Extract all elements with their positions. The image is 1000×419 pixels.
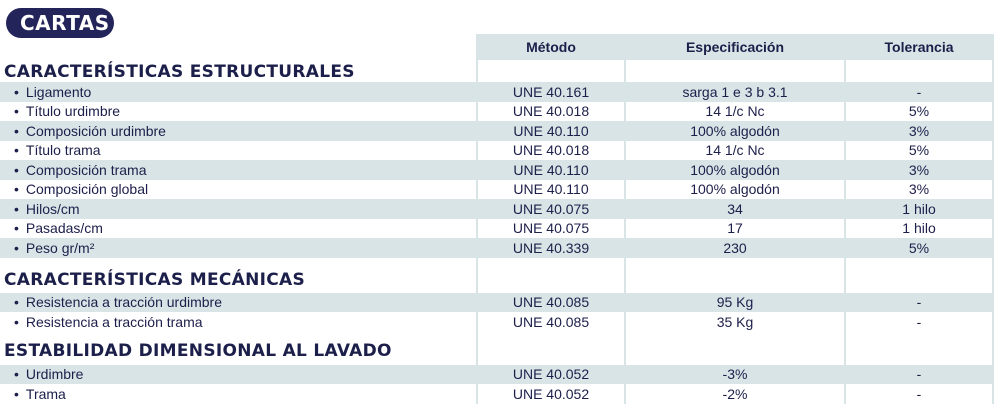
bullet: • xyxy=(14,161,19,178)
row-label: Peso gr/m² xyxy=(25,239,95,256)
section-title: CARACTERÍSTICAS ESTRUCTURALES xyxy=(4,62,355,82)
table-row: • Resistencia a tracción urdimbre UNE 40.… xyxy=(0,292,1000,312)
table-row: • Composición trama UNE 40.110 100% algod… xyxy=(0,160,1000,180)
cell-especificacion: 100% algodón xyxy=(626,160,844,180)
bullet: • xyxy=(14,239,19,256)
section-estabilidad: ESTABILIDAD DIMENSIONAL AL LAVADO xyxy=(0,331,1000,365)
table-row: • Hilos/cm UNE 40.075 34 1 hilo xyxy=(0,199,1000,219)
table-row: • Urdimbre UNE 40.052 -3% - xyxy=(0,364,1000,384)
cell-especificacion: 34 xyxy=(626,199,844,219)
row-label: Urdimbre xyxy=(25,366,84,383)
row-label: Título trama xyxy=(25,142,101,159)
cell-especificacion: 14 1/c Nc xyxy=(626,140,844,160)
cell-metodo: UNE 40.085 xyxy=(478,312,624,332)
specs-table: Método Especificación Tolerancia CARACTE… xyxy=(0,34,1000,404)
cell-metodo: UNE 40.075 xyxy=(478,218,624,238)
section-title: CARACTERÍSTICAS MECÁNICAS xyxy=(4,269,306,290)
cell-metodo: UNE 40.052 xyxy=(478,364,624,384)
cell-tolerancia: - xyxy=(846,82,992,102)
header-tolerancia: Tolerancia xyxy=(846,34,992,60)
cell-tolerancia: 3% xyxy=(846,179,992,199)
cell-especificacion: -2% xyxy=(626,384,844,404)
column-divider xyxy=(844,34,846,404)
cell-tolerancia: - xyxy=(846,312,992,332)
cell-metodo: UNE 40.075 xyxy=(478,199,624,219)
column-divider xyxy=(624,34,626,404)
cell-metodo: UNE 40.018 xyxy=(478,101,624,121)
bullet: • xyxy=(14,122,19,139)
table-row: • Pasadas/cm UNE 40.075 17 1 hilo xyxy=(0,218,1000,238)
row-label: Resistencia a tracción urdimbre xyxy=(25,294,222,311)
table-header: Método Especificación Tolerancia xyxy=(0,34,1000,60)
table-row: • Ligamento UNE 40.161 sarga 1 e 3 b 3.1 … xyxy=(0,82,1000,102)
bullet: • xyxy=(14,294,19,311)
cell-tolerancia: 3% xyxy=(846,160,992,180)
section-title: ESTABILIDAD DIMENSIONAL AL LAVADO xyxy=(4,340,392,361)
table-row: • Trama UNE 40.052 -2% - xyxy=(0,384,1000,404)
table-row: • Peso gr/m² UNE 40.339 230 5% xyxy=(0,238,1000,258)
cell-metodo: UNE 40.161 xyxy=(478,82,624,102)
section-mecanicas: CARACTERÍSTICAS MECÁNICAS xyxy=(0,257,1000,293)
bullet: • xyxy=(14,103,19,120)
cell-especificacion: 100% algodón xyxy=(626,121,844,141)
cell-metodo: UNE 40.110 xyxy=(478,179,624,199)
row-label: Título urdimbre xyxy=(25,103,121,120)
cell-tolerancia: 5% xyxy=(846,238,992,258)
cell-metodo: UNE 40.018 xyxy=(478,140,624,160)
cell-tolerancia: - xyxy=(846,292,992,312)
row-label: Ligamento xyxy=(25,83,92,100)
bullet: • xyxy=(14,181,19,198)
cell-tolerancia: 1 hilo xyxy=(846,199,992,219)
bullet: • xyxy=(14,385,19,402)
row-label: Composición trama xyxy=(25,161,147,178)
cell-metodo: UNE 40.052 xyxy=(478,384,624,404)
column-divider xyxy=(476,34,478,404)
cell-especificacion: 95 Kg xyxy=(626,292,844,312)
cell-metodo: UNE 40.339 xyxy=(478,238,624,258)
table-row: • Composición urdimbre UNE 40.110 100% al… xyxy=(0,121,1000,141)
cell-especificacion: -3% xyxy=(626,364,844,384)
cell-tolerancia: - xyxy=(846,384,992,404)
bullet: • xyxy=(14,366,19,383)
row-label: Trama xyxy=(25,385,66,402)
table-row: • Título urdimbre UNE 40.018 14 1/c Nc 5% xyxy=(0,101,1000,121)
cell-tolerancia: 5% xyxy=(846,101,992,121)
header-metodo: Método xyxy=(478,34,624,60)
row-label: Resistencia a tracción trama xyxy=(25,313,203,330)
cell-especificacion: 17 xyxy=(626,218,844,238)
cell-tolerancia: 1 hilo xyxy=(846,218,992,238)
bullet: • xyxy=(14,83,19,100)
header-spacer xyxy=(0,34,476,60)
cell-metodo: UNE 40.110 xyxy=(478,160,624,180)
row-label: Composición global xyxy=(25,181,149,198)
row-label: Pasadas/cm xyxy=(25,220,103,237)
cell-especificacion: sarga 1 e 3 b 3.1 xyxy=(626,82,844,102)
cell-especificacion: 35 Kg xyxy=(626,312,844,332)
page-badge: CARTAS xyxy=(6,8,114,38)
section-estructurales: CARACTERÍSTICAS ESTRUCTURALES xyxy=(0,60,1000,82)
row-label: Hilos/cm xyxy=(25,200,80,217)
cell-metodo: UNE 40.110 xyxy=(478,121,624,141)
bullet: • xyxy=(14,200,19,217)
cell-tolerancia: - xyxy=(846,364,992,384)
bullet: • xyxy=(14,220,19,237)
bullet: • xyxy=(14,313,19,330)
cell-especificacion: 100% algodón xyxy=(626,179,844,199)
bullet: • xyxy=(14,142,19,159)
table-row: • Título trama UNE 40.018 14 1/c Nc 5% xyxy=(0,140,1000,160)
cell-tolerancia: 5% xyxy=(846,140,992,160)
cell-metodo: UNE 40.085 xyxy=(478,292,624,312)
cell-tolerancia: 3% xyxy=(846,121,992,141)
cell-especificacion: 230 xyxy=(626,238,844,258)
table-row: • Resistencia a tracción trama UNE 40.085… xyxy=(0,312,1000,332)
column-divider xyxy=(992,34,994,404)
row-label: Composición urdimbre xyxy=(25,122,166,139)
table-row: • Composición global UNE 40.110 100% algo… xyxy=(0,179,1000,199)
cell-especificacion: 14 1/c Nc xyxy=(626,101,844,121)
header-especificacion: Especificación xyxy=(626,34,844,60)
